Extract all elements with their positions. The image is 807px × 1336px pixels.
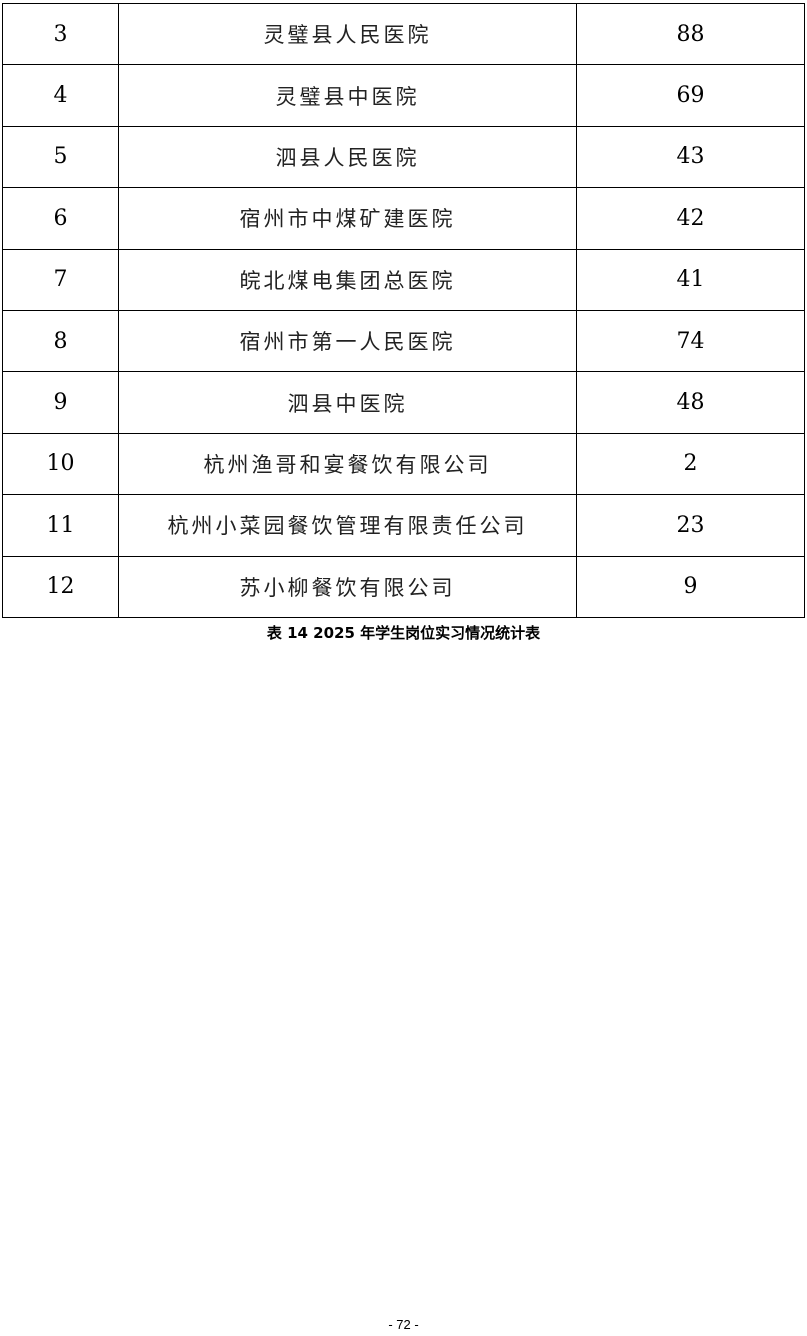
- table-row: 6 宿州市中煤矿建医院 42: [2, 187, 805, 250]
- page-number: - 72 -: [388, 1317, 419, 1332]
- row-number-cell: 10: [2, 432, 119, 496]
- institution-name-cell: 杭州小菜园餐饮管理有限责任公司: [118, 494, 577, 557]
- student-count-cell: 88: [576, 2, 805, 66]
- table-row: 9 泗县中医院 48: [2, 371, 805, 434]
- student-count-cell: 9: [576, 555, 805, 618]
- row-number-cell: 12: [2, 555, 119, 618]
- table-row: 7 皖北煤电集团总医院 41: [2, 248, 805, 311]
- table-row: 12 苏小柳餐饮有限公司 9: [2, 555, 805, 618]
- student-count-cell: 69: [576, 64, 805, 127]
- row-number-cell: 3: [2, 2, 119, 66]
- row-number-cell: 5: [2, 125, 119, 189]
- row-number-cell: 11: [2, 494, 119, 557]
- institution-name-cell: 苏小柳餐饮有限公司: [118, 555, 577, 618]
- row-number-cell: 8: [2, 309, 119, 373]
- student-count-cell: 2: [576, 432, 805, 496]
- table-row: 11 杭州小菜园餐饮管理有限责任公司 23: [2, 494, 805, 557]
- table-caption: 表 14 2025 年学生岗位实习情况统计表: [266, 624, 541, 642]
- institution-name-cell: 泗县中医院: [118, 371, 577, 434]
- student-count-cell: 48: [576, 371, 805, 434]
- table-row: 8 宿州市第一人民医院 74: [2, 309, 805, 373]
- row-number-cell: 6: [2, 187, 119, 250]
- institution-name-cell: 宿州市第一人民医院: [118, 309, 577, 373]
- institution-name-cell: 灵璧县人民医院: [118, 2, 577, 66]
- institution-name-cell: 杭州渔哥和宴餐饮有限公司: [118, 432, 577, 496]
- institution-name-cell: 灵璧县中医院: [118, 64, 577, 127]
- row-number-cell: 9: [2, 371, 119, 434]
- table-row: 10 杭州渔哥和宴餐饮有限公司 2: [2, 432, 805, 496]
- table-row: 4 灵璧县中医院 69: [2, 64, 805, 127]
- student-count-cell: 74: [576, 309, 805, 373]
- institution-name-cell: 皖北煤电集团总医院: [118, 248, 577, 311]
- internship-table: 3 灵璧县人民医院 88 4 灵璧县中医院 69 5 泗县人民医院 43 6 宿州市中煤矿建医院 42…: [2, 2, 805, 618]
- table-row: 5 泗县人民医院 43: [2, 125, 805, 189]
- student-count-cell: 42: [576, 187, 805, 250]
- student-count-cell: 23: [576, 494, 805, 557]
- institution-name-cell: 宿州市中煤矿建医院: [118, 187, 577, 250]
- student-count-cell: 41: [576, 248, 805, 311]
- student-count-cell: 43: [576, 125, 805, 189]
- institution-name-cell: 泗县人民医院: [118, 125, 577, 189]
- row-number-cell: 7: [2, 248, 119, 311]
- row-number-cell: 4: [2, 64, 119, 127]
- table-row: 3 灵璧县人民医院 88: [2, 2, 805, 66]
